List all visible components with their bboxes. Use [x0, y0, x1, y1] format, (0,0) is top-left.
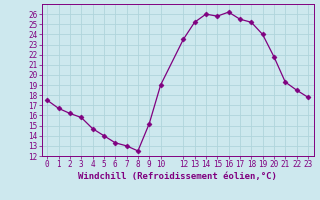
X-axis label: Windchill (Refroidissement éolien,°C): Windchill (Refroidissement éolien,°C): [78, 172, 277, 181]
